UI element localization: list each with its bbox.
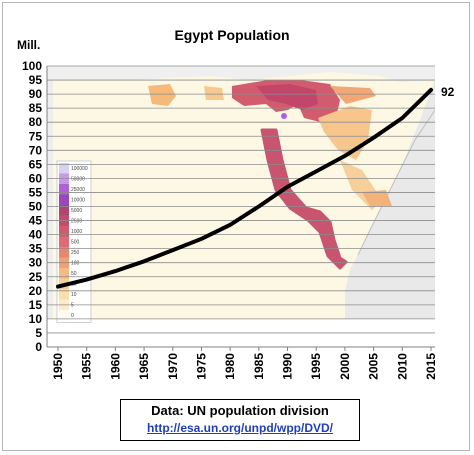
y-tick-label: 90 — [29, 87, 43, 101]
y-tick-label: 75 — [29, 129, 43, 143]
map-region-west-coast — [148, 84, 176, 106]
y-tick-labels: 0510152025303540455055606570758085909510… — [22, 59, 42, 354]
y-tick-label: 30 — [29, 256, 43, 270]
legend-swatch — [59, 194, 69, 205]
x-tick-label: 1950 — [51, 353, 65, 380]
y-tick-label: 25 — [29, 270, 43, 284]
map-capital-dot — [281, 113, 287, 119]
legend-swatch — [59, 289, 69, 300]
legend-label: 5000 — [71, 208, 82, 214]
x-tick-label: 1985 — [252, 353, 266, 380]
map-region-coast-2 — [204, 86, 224, 100]
y-tick-label: 85 — [29, 101, 43, 115]
x-tick-label: 1995 — [309, 353, 323, 380]
map-region-east-delta — [330, 86, 376, 104]
source-link[interactable]: http://esa.un.org/unpd/wpp/DVD/ — [147, 421, 333, 435]
legend-label: 100000 — [71, 166, 88, 172]
x-tick-label: 2000 — [338, 353, 352, 380]
y-tick-label: 20 — [29, 284, 43, 298]
map-coast-line — [357, 109, 436, 256]
y-tick-label: 15 — [29, 298, 43, 312]
y-tick-label: 100 — [22, 59, 42, 73]
y-tick-label: 5 — [35, 326, 42, 340]
x-tick-label: 1980 — [223, 353, 237, 380]
population-series-line — [56, 87, 433, 289]
legend-swatch — [59, 236, 69, 247]
legend-swatch — [59, 205, 69, 216]
map-west-strip — [47, 80, 53, 319]
y-tick-label: 80 — [29, 115, 43, 129]
legend-label: 1000 — [71, 229, 82, 235]
x-tick-label: 1975 — [194, 353, 208, 380]
legend-label: 0 — [71, 313, 74, 319]
map-density-legend: 1000005000025000100005000250010005002501… — [56, 160, 92, 323]
legend-label: 250 — [71, 250, 80, 256]
legend-swatch — [59, 268, 69, 279]
y-tick-label: 0 — [35, 340, 42, 354]
y-tick-label: 60 — [29, 171, 43, 185]
map-sea-red — [345, 80, 435, 319]
legend-label: 5 — [71, 303, 74, 309]
chart-title: Egypt Population — [174, 27, 289, 43]
x-tick-label: 2015 — [424, 353, 438, 380]
y-tick-label: 45 — [29, 214, 43, 228]
x-tick-label: 1965 — [137, 353, 151, 380]
y-tick-label: 95 — [29, 73, 43, 87]
legend-label: 10 — [71, 292, 77, 298]
y-tick-label: 55 — [29, 185, 43, 199]
x-tick-label: 1990 — [281, 353, 295, 380]
source-text: Data: UN population division — [151, 403, 329, 418]
x-tick-label: 1960 — [108, 353, 122, 380]
grid — [47, 65, 435, 334]
legend-label: 500 — [71, 240, 80, 246]
x-tick-label: 2010 — [395, 353, 409, 380]
y-tick-label: 10 — [29, 312, 43, 326]
source-box: Data: UN population division http://esa.… — [120, 399, 360, 441]
legend-label: 100 — [71, 261, 80, 267]
legend-swatch — [59, 247, 69, 258]
y-tick-label: 40 — [29, 228, 43, 242]
map-region-delta-core — [256, 84, 318, 110]
x-tick-labels: 1950 1955 1960 1965 1970 1975 1980 1985 1990 1995… — [51, 347, 438, 380]
x-tick-label: 2005 — [367, 353, 381, 380]
legend-label: 50 — [71, 271, 77, 277]
legend-label: 25000 — [71, 187, 85, 193]
x-tick-label: 1970 — [166, 353, 180, 380]
egypt-map-background: 1000005000025000100005000250010005002501… — [47, 66, 436, 323]
map-region-eastern — [362, 190, 392, 206]
y-tick-label: 70 — [29, 143, 43, 157]
legend-swatch — [59, 184, 69, 195]
y-tick-label: 65 — [29, 157, 43, 171]
legend-swatch — [59, 226, 69, 237]
y-tick-label: 50 — [29, 200, 43, 214]
x-tick-label: 1955 — [80, 353, 94, 380]
legend-swatch — [59, 310, 69, 321]
series-end-label: 92 — [441, 85, 455, 99]
legend-label: 2500 — [71, 219, 82, 225]
y-tick-label: 35 — [29, 242, 43, 256]
legend-label: 10000 — [71, 198, 85, 204]
map-sea-north — [47, 66, 435, 82]
legend-label: 50000 — [71, 177, 85, 183]
y-axis-unit-label: Mill. — [17, 38, 40, 52]
legend-swatch — [59, 163, 69, 174]
